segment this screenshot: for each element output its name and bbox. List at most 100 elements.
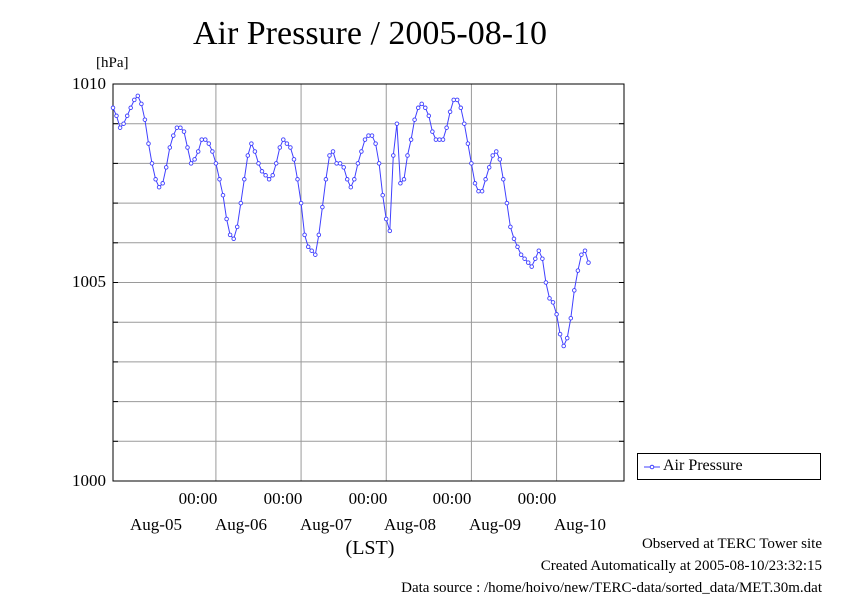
data-point [575, 268, 581, 273]
data-point [114, 113, 119, 119]
data-point [401, 177, 407, 182]
data-point [320, 204, 325, 210]
data-point [511, 236, 517, 242]
footer-created: Created Automatically at 2005-08-10/23:3… [540, 558, 822, 574]
data-point [252, 149, 258, 154]
data-point [277, 145, 283, 150]
x-date-label: Aug-10 [554, 515, 606, 534]
data-point [465, 141, 471, 146]
data-point [554, 312, 559, 317]
data-point [266, 177, 272, 182]
data-point [323, 177, 329, 182]
data-point [359, 149, 364, 154]
data-point [586, 260, 591, 265]
data-point [579, 252, 584, 257]
data-point [582, 248, 588, 253]
data-point [469, 161, 474, 166]
x-tick-label-time: 00:00 [348, 489, 388, 508]
data-point [557, 331, 563, 337]
data-point [217, 177, 222, 182]
data-point [270, 173, 275, 178]
data-point [330, 149, 336, 154]
data-point [572, 288, 577, 293]
data-point [121, 121, 126, 126]
data-point [203, 137, 208, 142]
data-point [132, 97, 137, 103]
data-point [561, 343, 566, 349]
data-point [281, 137, 286, 142]
data-point [167, 145, 173, 150]
data-point [387, 228, 393, 234]
x-date-label: Aug-07 [300, 515, 352, 534]
data-point [458, 105, 464, 111]
data-point [188, 161, 194, 166]
data-point [543, 280, 549, 285]
data-point [383, 216, 389, 222]
data-point [391, 153, 396, 158]
data-point [547, 296, 552, 301]
data-point [355, 161, 361, 166]
data-point [398, 181, 403, 186]
data-point [146, 141, 151, 146]
data-point [160, 181, 165, 186]
data-point [302, 232, 307, 238]
data-point [259, 169, 265, 174]
data-point [298, 200, 304, 206]
y-axis-unit-label: [hPa] [96, 55, 129, 71]
data-point [352, 177, 357, 182]
data-point [178, 125, 183, 130]
data-point [263, 173, 268, 178]
data-point [128, 105, 133, 111]
data-point [426, 113, 432, 119]
y-tick-label-1005: 1005 [72, 272, 106, 291]
data-point [227, 232, 233, 238]
data-point [479, 188, 485, 194]
y-tick-label-1000: 1000 [72, 471, 106, 490]
data-point [242, 177, 247, 182]
data-point [124, 113, 130, 119]
data-point [288, 145, 293, 150]
data-point [117, 125, 123, 130]
data-point [376, 161, 382, 166]
data-point [210, 149, 215, 154]
data-point [327, 153, 332, 158]
data-point [494, 149, 499, 154]
data-point [142, 117, 148, 122]
data-point [284, 141, 290, 146]
data-point [415, 105, 421, 111]
data-point [316, 232, 322, 238]
chart-title: Air Pressure / 2005-08-10 [192, 15, 548, 52]
x-tick-label-time: 00:00 [178, 489, 218, 508]
data-point [504, 200, 510, 206]
data-point [348, 184, 354, 190]
data-point [224, 216, 229, 222]
data-point [245, 153, 251, 158]
data-point [408, 137, 414, 142]
data-point [444, 125, 449, 130]
data-point [550, 300, 556, 305]
data-point [139, 101, 144, 107]
data-point [486, 165, 492, 170]
data-point [447, 109, 453, 115]
data-point [525, 260, 531, 265]
data-point [533, 256, 538, 261]
data-point [110, 105, 116, 111]
data-point [394, 121, 400, 126]
legend-label: Air Pressure [663, 457, 743, 474]
x-tick-label-time: 00:00 [517, 489, 557, 508]
data-point [181, 129, 187, 134]
data-point [454, 97, 460, 103]
data-point [380, 192, 385, 198]
data-point [295, 177, 300, 182]
legend-line-marker-icon [644, 464, 660, 470]
data-point [213, 161, 219, 166]
data-point [135, 93, 141, 99]
data-point [163, 165, 169, 170]
data-point [206, 141, 212, 146]
data-point [220, 192, 226, 198]
data-point [462, 121, 467, 126]
data-point [476, 188, 481, 194]
data-point [291, 157, 297, 162]
data-point [536, 248, 542, 253]
data-point [540, 256, 545, 261]
